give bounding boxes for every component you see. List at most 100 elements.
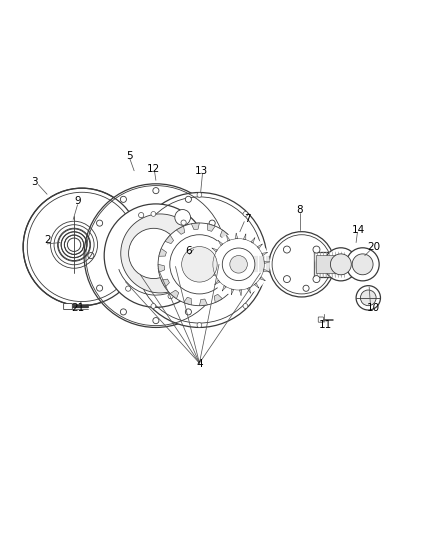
Circle shape xyxy=(158,223,241,305)
Text: 11: 11 xyxy=(319,320,332,330)
Polygon shape xyxy=(177,226,185,235)
Circle shape xyxy=(153,188,159,193)
Circle shape xyxy=(121,214,200,293)
FancyBboxPatch shape xyxy=(318,317,323,322)
Circle shape xyxy=(313,276,320,282)
Polygon shape xyxy=(161,279,170,287)
Text: 5: 5 xyxy=(127,150,133,160)
Circle shape xyxy=(151,304,156,309)
Bar xyxy=(314,252,344,277)
Circle shape xyxy=(126,286,131,291)
Circle shape xyxy=(185,196,191,203)
Text: 4: 4 xyxy=(196,359,203,369)
Polygon shape xyxy=(220,230,229,238)
Circle shape xyxy=(23,188,141,305)
Polygon shape xyxy=(212,248,217,252)
Circle shape xyxy=(84,184,228,327)
Polygon shape xyxy=(184,297,191,305)
Polygon shape xyxy=(262,252,268,256)
Text: 7: 7 xyxy=(244,214,251,224)
Circle shape xyxy=(168,294,173,298)
Polygon shape xyxy=(199,299,208,305)
Circle shape xyxy=(151,212,156,216)
Circle shape xyxy=(262,257,267,262)
Circle shape xyxy=(230,255,247,273)
Circle shape xyxy=(346,248,379,281)
Circle shape xyxy=(330,254,351,275)
Circle shape xyxy=(132,192,267,327)
Polygon shape xyxy=(208,257,214,260)
Circle shape xyxy=(88,253,94,259)
Polygon shape xyxy=(158,264,165,272)
Text: 3: 3 xyxy=(31,176,37,187)
Polygon shape xyxy=(191,223,199,230)
Polygon shape xyxy=(218,240,223,246)
Text: 2: 2 xyxy=(44,236,50,245)
Polygon shape xyxy=(165,235,173,244)
Circle shape xyxy=(120,309,127,315)
Circle shape xyxy=(104,204,208,308)
Polygon shape xyxy=(235,233,238,239)
Circle shape xyxy=(96,285,102,291)
Text: 13: 13 xyxy=(195,166,208,176)
Polygon shape xyxy=(239,290,242,296)
Circle shape xyxy=(182,247,217,282)
Circle shape xyxy=(138,213,144,218)
Circle shape xyxy=(181,220,186,225)
Circle shape xyxy=(218,253,224,259)
Circle shape xyxy=(283,246,290,253)
Circle shape xyxy=(243,212,248,216)
Text: 14: 14 xyxy=(352,224,365,235)
Polygon shape xyxy=(207,265,213,268)
Polygon shape xyxy=(159,248,166,256)
Text: 20: 20 xyxy=(367,242,380,252)
Circle shape xyxy=(153,318,159,324)
Circle shape xyxy=(223,248,255,280)
Text: 12: 12 xyxy=(147,164,160,174)
Polygon shape xyxy=(170,290,179,298)
FancyBboxPatch shape xyxy=(64,303,72,310)
Text: 10: 10 xyxy=(367,303,380,313)
Polygon shape xyxy=(244,234,246,240)
Circle shape xyxy=(207,233,270,296)
Circle shape xyxy=(197,192,202,197)
Circle shape xyxy=(191,274,196,280)
Polygon shape xyxy=(251,238,255,243)
Bar xyxy=(237,256,269,272)
Circle shape xyxy=(209,220,215,226)
Circle shape xyxy=(356,286,381,310)
Text: 8: 8 xyxy=(296,205,303,215)
Circle shape xyxy=(269,232,334,297)
Circle shape xyxy=(197,322,202,327)
Polygon shape xyxy=(233,272,240,280)
Polygon shape xyxy=(225,285,234,294)
Polygon shape xyxy=(254,283,259,288)
Polygon shape xyxy=(226,236,230,241)
Circle shape xyxy=(360,290,376,305)
Circle shape xyxy=(352,254,373,275)
Circle shape xyxy=(175,209,191,225)
Polygon shape xyxy=(263,269,269,272)
Circle shape xyxy=(120,196,127,203)
Circle shape xyxy=(185,309,191,315)
Polygon shape xyxy=(257,244,262,248)
Circle shape xyxy=(313,246,320,253)
Circle shape xyxy=(243,304,248,309)
Circle shape xyxy=(129,228,179,279)
Polygon shape xyxy=(222,286,226,291)
Bar xyxy=(316,255,342,273)
Polygon shape xyxy=(230,241,237,249)
Text: 21: 21 xyxy=(71,303,84,313)
Circle shape xyxy=(303,285,309,292)
Circle shape xyxy=(96,220,102,226)
Text: 9: 9 xyxy=(74,196,81,206)
Polygon shape xyxy=(264,261,270,263)
Text: 6: 6 xyxy=(185,246,192,256)
Polygon shape xyxy=(247,288,251,293)
Polygon shape xyxy=(210,273,215,276)
Polygon shape xyxy=(260,277,265,281)
Polygon shape xyxy=(215,280,220,285)
Circle shape xyxy=(324,248,357,281)
Polygon shape xyxy=(214,294,223,303)
Polygon shape xyxy=(231,289,234,295)
